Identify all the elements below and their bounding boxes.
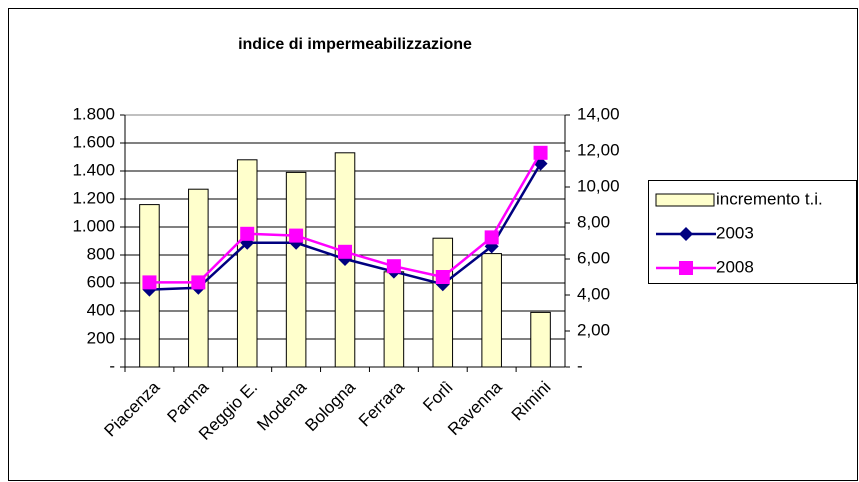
y-tick-label: 600 [87,272,115,291]
y2-tick-label: 14,00 [577,104,620,123]
y-tick-label: 1.600 [72,132,115,151]
marker [142,275,157,290]
chart-title: indice di impermeabilizzazione [238,36,472,53]
y-tick-label: 1.200 [72,188,115,207]
bar [383,271,405,368]
y2-tick-label: 6,00 [577,248,610,267]
y-tick-label: - [109,356,115,375]
marker [435,270,450,284]
marker [386,259,401,274]
marker [191,275,206,290]
legend-label: incremento t.i. [716,189,823,208]
y2-tick-label: 12,00 [577,140,620,159]
marker [289,228,304,243]
y2-tick-label: 10,00 [577,176,620,195]
bar [432,237,454,368]
legend-swatch [655,193,715,207]
legend-marker [679,261,693,275]
marker [338,244,352,259]
marker [240,226,255,241]
bar [530,311,551,368]
legend-label: 2008 [716,257,754,276]
legend-label: 2003 [716,223,754,242]
bar [236,159,258,368]
y2-tick-label: 4,00 [577,284,610,303]
y-tick-label: 200 [87,328,115,347]
y-tick-label: 1.400 [72,160,115,179]
y2-tick-label: 8,00 [577,212,610,231]
y2-tick-label: 2,00 [577,320,610,339]
marker [484,230,499,245]
y-tick-label: 800 [87,244,115,263]
legend-marker [679,227,693,241]
y-tick-label: 400 [87,300,115,319]
y-tick-label: 1.800 [72,104,115,123]
bar [285,171,307,368]
y2-tick-label: - [577,356,583,375]
marker [533,145,548,160]
y-tick-label: 1.000 [72,216,115,235]
bar [481,253,502,368]
